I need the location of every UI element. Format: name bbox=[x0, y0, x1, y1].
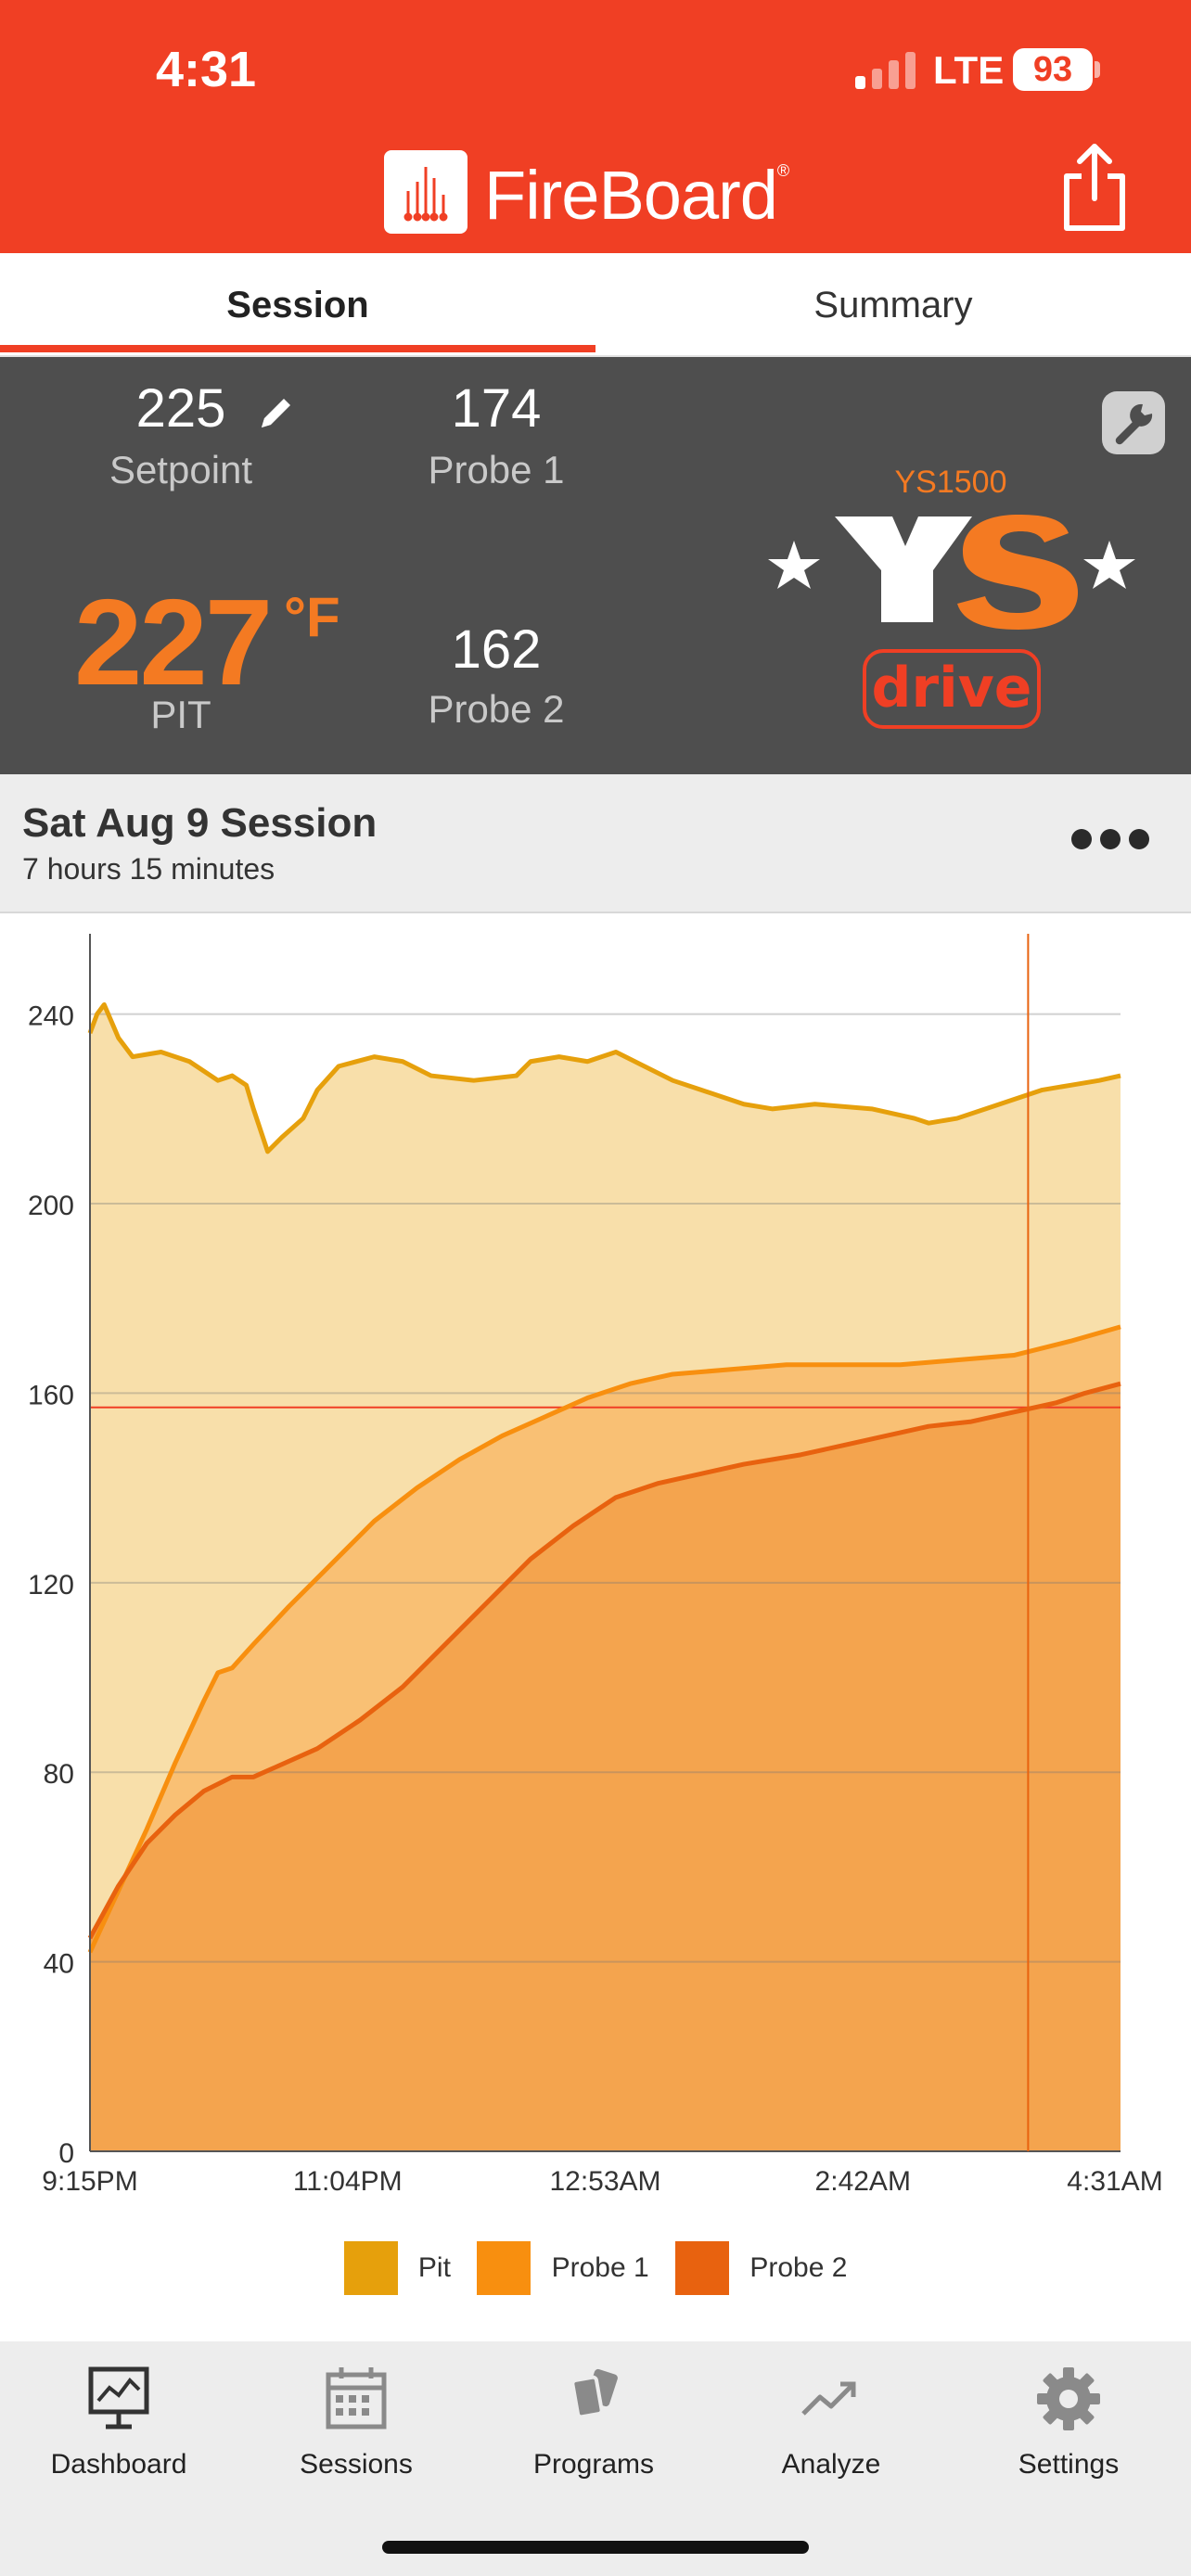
pit-unit: °F bbox=[284, 586, 340, 648]
session-header: Sat Aug 9 Session 7 hours 15 minutes bbox=[0, 774, 1191, 913]
nav-label-sessions: Sessions bbox=[300, 2449, 413, 2480]
temperature-chart[interactable]: 0 40 80 120 160 200 240 9:15PM 11:04PM 12:53AM 2:4… bbox=[0, 913, 1191, 2341]
probe1-value: 174 bbox=[451, 378, 542, 439]
nav-label-settings: Settings bbox=[1018, 2449, 1120, 2480]
probe1-label: Probe 1 bbox=[428, 448, 565, 491]
probe2-label: Probe 2 bbox=[428, 687, 565, 731]
home-indicator bbox=[382, 2541, 809, 2554]
y-tick-label-40: 40 bbox=[44, 1949, 74, 1980]
y-tick-label-200: 200 bbox=[28, 1191, 74, 1221]
legend-swatch-probe2 bbox=[675, 2241, 730, 2295]
nav-programs[interactable]: Programs bbox=[475, 2362, 712, 2501]
x-tick-label-4: 4:31AM bbox=[1067, 2166, 1162, 2197]
legend-swatch-pit bbox=[343, 2241, 398, 2295]
bottom-nav: Dashboard Sessions Programs Analyze bbox=[0, 2341, 1191, 2576]
tab-summary[interactable]: Summary bbox=[813, 285, 973, 325]
x-tick-label-2: 12:53AM bbox=[549, 2166, 660, 2197]
pit-label: PIT bbox=[150, 693, 211, 736]
x-tick-label-1: 11:04PM bbox=[293, 2166, 403, 2197]
share-icon[interactable] bbox=[1057, 141, 1132, 234]
ys-brand-logo-icon: YS bbox=[768, 515, 1135, 630]
trend-arrow-icon bbox=[801, 2381, 856, 2416]
legend-swatch-probe1 bbox=[477, 2241, 531, 2295]
cellular-signal-icon bbox=[855, 52, 916, 89]
pit-temperature: 227 bbox=[74, 574, 273, 710]
y-tick-label-120: 120 bbox=[28, 1570, 74, 1600]
gear-icon bbox=[1037, 2367, 1100, 2430]
nav-label-analyze: Analyze bbox=[781, 2449, 881, 2480]
edit-pencil-icon[interactable] bbox=[256, 392, 297, 433]
more-options-icon[interactable] bbox=[1069, 821, 1152, 858]
network-type: LTE bbox=[933, 48, 1005, 92]
session-title: Sat Aug 9 Session bbox=[22, 800, 378, 846]
series-line-probe-2 bbox=[87, 1381, 1121, 1940]
y-tick-label-80: 80 bbox=[44, 1759, 74, 1790]
battery-indicator: 93 bbox=[1013, 48, 1093, 91]
battery-tip bbox=[1095, 61, 1100, 78]
y-tick-label-0: 0 bbox=[58, 2138, 74, 2169]
nav-label-dashboard: Dashboard bbox=[50, 2449, 187, 2480]
status-time: 4:31 bbox=[156, 42, 257, 97]
nav-settings[interactable]: Settings bbox=[950, 2362, 1187, 2501]
app-name: FireBoard® bbox=[484, 157, 789, 234]
probe2-value: 162 bbox=[451, 619, 542, 680]
series-line-probe-1 bbox=[87, 1324, 1121, 1954]
active-tab-indicator bbox=[0, 345, 596, 352]
drive-badge: drive bbox=[863, 649, 1041, 729]
controller-model: YS1500 bbox=[894, 465, 1007, 500]
legend-item-pit: Pit bbox=[343, 2241, 451, 2295]
nav-analyze[interactable]: Analyze bbox=[712, 2362, 950, 2501]
y-tick-label-160: 160 bbox=[28, 1380, 74, 1410]
legend-label-probe2: Probe 2 bbox=[749, 2252, 848, 2283]
tab-session[interactable]: Session bbox=[226, 285, 369, 325]
app-header: 4:31 LTE 93 FireBoard® bbox=[0, 0, 1191, 253]
x-tick-label-3: 2:42AM bbox=[815, 2166, 911, 2197]
calendar-icon bbox=[326, 2367, 387, 2429]
series-line-pit bbox=[87, 1001, 1121, 1154]
fireboard-logo-icon bbox=[384, 150, 467, 234]
tab-bar: Session Summary bbox=[0, 253, 1191, 357]
area-probe-2 bbox=[90, 1384, 1121, 2151]
cards-icon bbox=[570, 2368, 618, 2419]
legend-item-probe1: Probe 1 bbox=[477, 2241, 649, 2295]
legend-label-pit: Pit bbox=[417, 2252, 451, 2283]
legend-item-probe2: Probe 2 bbox=[675, 2241, 847, 2295]
wrench-icon[interactable] bbox=[1102, 391, 1165, 454]
session-duration: 7 hours 15 minutes bbox=[22, 852, 275, 886]
nav-label-programs: Programs bbox=[532, 2449, 655, 2480]
setpoint-value[interactable]: 225 bbox=[135, 378, 226, 439]
readings-panel: 225 Setpoint 174 Probe 1 227 °F PIT 162 … bbox=[0, 357, 1191, 774]
y-tick-label-240: 240 bbox=[28, 1001, 74, 1032]
x-tick-label-0: 9:15PM bbox=[42, 2166, 137, 2197]
legend-label-probe1: Probe 1 bbox=[551, 2252, 649, 2283]
nav-sessions[interactable]: Sessions bbox=[237, 2362, 475, 2501]
dashboard-chart-icon bbox=[88, 2366, 149, 2429]
chart-svg[interactable]: 0 40 80 120 160 200 240 9:15PM 11:04PM 12:53AM 2:4… bbox=[0, 913, 1191, 2230]
nav-dashboard[interactable]: Dashboard bbox=[0, 2362, 237, 2501]
setpoint-label: Setpoint bbox=[109, 448, 253, 491]
chart-legend: Pit Probe 1 Probe 2 bbox=[0, 2241, 1191, 2306]
